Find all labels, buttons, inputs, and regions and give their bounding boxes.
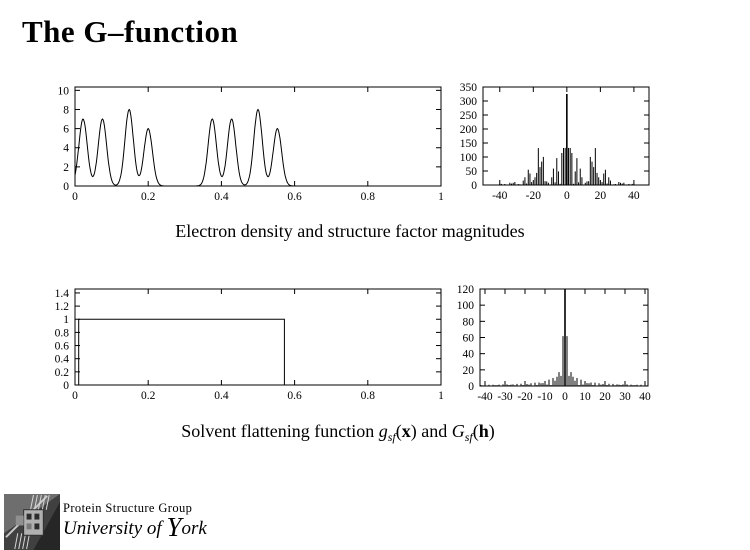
svg-text:300: 300 — [460, 96, 478, 108]
G-symbol: G — [451, 421, 465, 441]
G-subscript: sf — [464, 430, 473, 444]
svg-text:0.2: 0.2 — [55, 367, 70, 379]
structure-factor-plot: -40 -20 0 20 40 0 50 100 150 200 250 300 350 — [448, 78, 663, 214]
svg-text:8: 8 — [63, 104, 69, 116]
svg-text:100: 100 — [457, 300, 475, 312]
paren-close-2: ) — [488, 421, 495, 441]
electron-density-plot: 0 0.2 0.4 0.6 0.8 1 0 2 4 6 8 10 — [40, 78, 455, 215]
svg-text:4: 4 — [63, 143, 69, 155]
svg-text:-30: -30 — [497, 391, 513, 403]
svg-text:0: 0 — [471, 180, 477, 192]
svg-text:-10: -10 — [537, 391, 553, 403]
g-symbol: g — [378, 421, 388, 441]
g-function-magnitude-plot: -40 -30 -20 -10 0 10 20 30 40 0 20 40 60 80 100 120 — [445, 280, 662, 415]
york-rest: ork — [181, 518, 207, 539]
svg-text:-20: -20 — [526, 190, 542, 202]
svg-text:30: 30 — [619, 391, 631, 403]
g-subscript: sf — [387, 430, 396, 444]
svg-text:0: 0 — [564, 190, 570, 202]
svg-text:0: 0 — [468, 381, 474, 393]
caption-solvent-flattening: Solvent flattening function gsf(x) and G… — [0, 421, 676, 445]
svg-text:2: 2 — [63, 162, 69, 174]
svg-text:0: 0 — [63, 380, 69, 392]
paren-open-1: ( — [395, 421, 402, 441]
and-word: and — [416, 421, 452, 441]
svg-text:0.4: 0.4 — [214, 191, 229, 203]
h-argument: h — [478, 421, 489, 441]
svg-text:-40: -40 — [492, 190, 508, 202]
university-prefix: University of — [63, 518, 167, 539]
svg-text:20: 20 — [595, 190, 607, 202]
g-function-chart: -40 -30 -20 -10 0 10 20 30 40 0 20 40 60 80 100 120 — [457, 284, 651, 403]
svg-text:0: 0 — [72, 191, 78, 203]
svg-text:0.8: 0.8 — [55, 327, 70, 339]
svg-text:40: 40 — [639, 391, 651, 403]
solvent-mask-plot: 0 0.2 0.4 0.6 0.8 1 0 0.2 0.4 0.6 0.8 1 1.2 1.4 — [40, 280, 455, 414]
svg-text:6: 6 — [63, 124, 69, 136]
svg-text:1: 1 — [438, 191, 444, 203]
york-initial: Y — [166, 512, 182, 542]
svg-text:200: 200 — [460, 124, 478, 136]
svg-text:0.4: 0.4 — [214, 390, 229, 402]
svg-text:120: 120 — [457, 284, 475, 296]
psg-logo-image — [4, 494, 60, 550]
svg-text:-20: -20 — [517, 391, 533, 403]
solvent-mask-chart: 0 0.2 0.4 0.6 0.8 100.20.40.60.811.21.4 — [55, 288, 445, 402]
svg-text:0.4: 0.4 — [55, 354, 70, 366]
svg-text:40: 40 — [628, 190, 640, 202]
svg-text:80: 80 — [463, 316, 475, 328]
svg-text:1.4: 1.4 — [55, 288, 70, 300]
svg-text:350: 350 — [460, 82, 478, 94]
svg-text:20: 20 — [599, 391, 611, 403]
svg-text:0.6: 0.6 — [55, 341, 70, 353]
svg-text:100: 100 — [460, 152, 478, 164]
svg-text:-40: -40 — [477, 391, 493, 403]
paren-open-2: ( — [472, 421, 479, 441]
svg-text:20: 20 — [463, 365, 475, 377]
svg-text:0.8: 0.8 — [361, 191, 376, 203]
svg-text:0: 0 — [63, 181, 69, 193]
footer-group-name: Protein Structure Group — [63, 501, 193, 515]
svg-text:0.8: 0.8 — [361, 390, 376, 402]
svg-text:250: 250 — [460, 110, 478, 122]
svg-text:1.2: 1.2 — [55, 301, 70, 313]
svg-text:50: 50 — [466, 166, 478, 178]
paren-close-1: ) — [410, 421, 417, 441]
caption-text-prefix: Solvent flattening function — [181, 421, 379, 441]
svg-text:0.2: 0.2 — [141, 390, 156, 402]
svg-text:10: 10 — [58, 85, 70, 97]
svg-text:0.6: 0.6 — [287, 191, 302, 203]
svg-text:0: 0 — [562, 391, 568, 403]
page-title: The G–function — [22, 14, 239, 49]
svg-text:0.2: 0.2 — [141, 191, 156, 203]
svg-text:10: 10 — [579, 391, 591, 403]
svg-text:1: 1 — [63, 314, 69, 326]
svg-text:60: 60 — [463, 333, 475, 345]
svg-text:1: 1 — [438, 390, 444, 402]
caption-electron-density: Electron density and structure factor ma… — [175, 221, 525, 241]
svg-text:40: 40 — [463, 349, 475, 361]
x-argument: x — [401, 421, 411, 441]
svg-text:0.6: 0.6 — [287, 390, 302, 402]
structure-factor-chart: -40 -20 0 20 40 0 50 100 150 200 250 300 350 — [460, 82, 650, 202]
svg-text:150: 150 — [460, 138, 478, 150]
footer-university: University of York — [63, 514, 207, 541]
svg-text:0: 0 — [72, 390, 78, 402]
